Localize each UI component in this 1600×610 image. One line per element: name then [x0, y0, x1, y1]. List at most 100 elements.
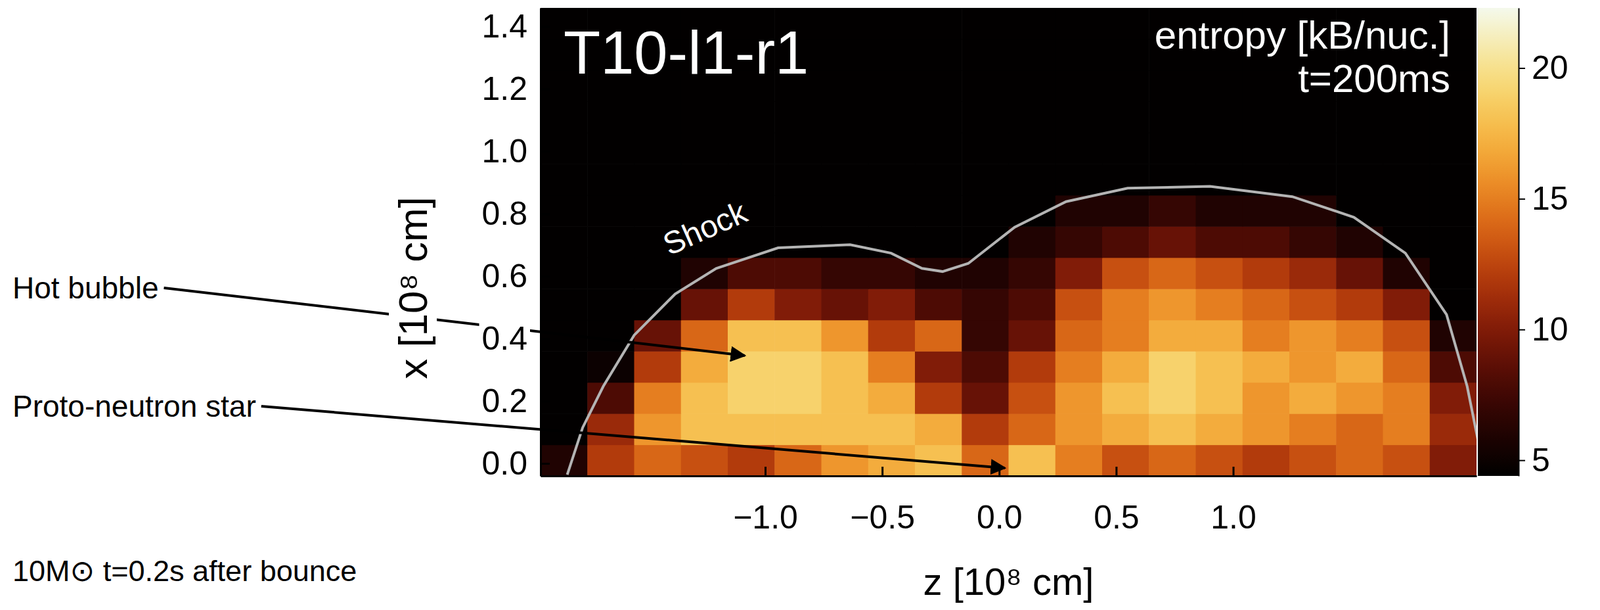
- annotations: Hot bubbleProto-neutron star: [12, 270, 1005, 468]
- heatmap-cell: [821, 444, 869, 476]
- tick: 1.2: [478, 68, 550, 109]
- tick-label: 0.6: [481, 257, 528, 295]
- heatmap-cell: [961, 350, 1009, 383]
- heatmap-cell: [1008, 101, 1057, 133]
- tick-mark: [998, 466, 1001, 476]
- annotation-label: Proto-neutron star: [12, 388, 257, 423]
- heatmap-cell: [1242, 257, 1290, 289]
- y-axis-title-group: x [10⁸ cm]: [388, 193, 437, 382]
- heatmap-cell: [727, 413, 776, 445]
- heatmap-cell: [540, 444, 588, 476]
- tick: 1.0: [478, 131, 550, 171]
- heatmap-cell: [1196, 350, 1244, 383]
- heatmap-cell: [540, 101, 588, 133]
- heatmap-cell: [1335, 288, 1384, 320]
- heatmap-cell: [774, 225, 822, 258]
- heatmap-cell: [1242, 225, 1290, 258]
- heatmap-cell: [587, 132, 635, 165]
- heatmap-cell: [1196, 288, 1244, 320]
- caption: 10M⊙ t=0.2s after bounce: [12, 553, 357, 588]
- heatmap-cell: [1102, 132, 1150, 165]
- heatmap-cell: [914, 413, 963, 445]
- heatmap-cell: [1429, 350, 1477, 383]
- heatmap-cell: [727, 319, 776, 352]
- label-patch: [478, 318, 531, 358]
- heatmap-cell: [681, 444, 729, 476]
- heatmap-cell: [1196, 319, 1244, 352]
- heatmap-cell: [540, 257, 588, 289]
- heatmap-cell: [1055, 319, 1103, 352]
- heatmap-cell: [1008, 163, 1057, 196]
- heatmap-cell: [1148, 319, 1197, 352]
- heatmap-cell: [1008, 350, 1057, 383]
- heatmap-cell: [540, 132, 588, 165]
- heatmap-cell: [634, 382, 682, 414]
- heatmap-cell: [540, 225, 588, 258]
- tick: 1.4: [478, 6, 550, 46]
- shock-line: [567, 186, 1477, 475]
- heatmap-cell: [868, 101, 916, 133]
- heatmap-cell: [1289, 382, 1337, 414]
- heatmap-cell: [821, 163, 869, 196]
- heatmap-cell: [1008, 382, 1057, 414]
- heatmap-cell: [634, 350, 682, 383]
- heatmap-cell: [1102, 7, 1150, 40]
- heatmap-cell: [587, 444, 635, 476]
- heatmap-cell: [821, 38, 869, 71]
- heatmap-cell: [821, 195, 869, 227]
- heatmap-cell: [1055, 132, 1103, 165]
- heatmap-cell: [1008, 7, 1057, 40]
- axis-line: [539, 8, 542, 477]
- heatmap-cell: [1055, 70, 1103, 102]
- heatmap-cell: [961, 70, 1009, 102]
- tick: −1.0: [733, 466, 799, 536]
- heatmap-cell: [1429, 413, 1477, 445]
- heatmap-cell: [1335, 413, 1384, 445]
- tick: 0.8: [478, 193, 550, 234]
- annotation-arrow: [164, 287, 746, 356]
- heatmap-cell: [1196, 413, 1244, 445]
- heatmap-cell: [1335, 101, 1384, 133]
- tick: 10: [1518, 310, 1569, 348]
- heatmap-cell: [1055, 225, 1103, 258]
- heatmap-cell: [1055, 7, 1103, 40]
- heatmap-cell: [821, 382, 869, 414]
- heatmap-cell: [1289, 444, 1337, 476]
- heatmap-cell: [868, 70, 916, 102]
- heatmap-cell: [914, 319, 963, 352]
- heatmap-cell: [681, 163, 729, 196]
- heatmap-cell: [1196, 132, 1244, 165]
- heatmap-cell: [1242, 70, 1290, 102]
- time-label: t=200ms: [1297, 56, 1451, 101]
- tick: 1.0: [1210, 466, 1257, 536]
- label-patch: [478, 193, 531, 234]
- tick-label: 0.5: [1093, 498, 1140, 536]
- heatmap-cell: [1335, 350, 1384, 383]
- heatmap-cell: [961, 288, 1009, 320]
- label-patch: [478, 380, 531, 421]
- heatmap-cell: [1429, 444, 1477, 476]
- heatmap-cell: [1148, 70, 1197, 102]
- heatmap-cell: [587, 257, 635, 289]
- heatmap-cell: [868, 413, 916, 445]
- heatmap-cell: [868, 7, 916, 40]
- heatmap-cell: [1383, 132, 1431, 165]
- heatmap-cell: [1242, 444, 1290, 476]
- heatmap-cell: [774, 413, 822, 445]
- heatmap-cell: [914, 7, 963, 40]
- heatmap-cell: [587, 288, 635, 320]
- heatmap-cell: [914, 70, 963, 102]
- heatmap-cell: [1335, 257, 1384, 289]
- tick-label: 1.0: [1210, 498, 1257, 536]
- heatmap-cell: [1289, 319, 1337, 352]
- label-patch: [478, 68, 531, 109]
- heatmap-cell: [1102, 163, 1150, 196]
- tick-label: 0.0: [481, 444, 528, 482]
- heatmap-cell: [1055, 382, 1103, 414]
- x-axis: −1.0−0.50.00.51.0: [541, 466, 1478, 536]
- y-axis-title: x [10⁸ cm]: [390, 196, 436, 379]
- heatmap-cell: [1102, 319, 1150, 352]
- heatmap-cell: [1289, 350, 1337, 383]
- heatmap-cell: [1148, 225, 1197, 258]
- heatmap-cell: [1102, 288, 1150, 320]
